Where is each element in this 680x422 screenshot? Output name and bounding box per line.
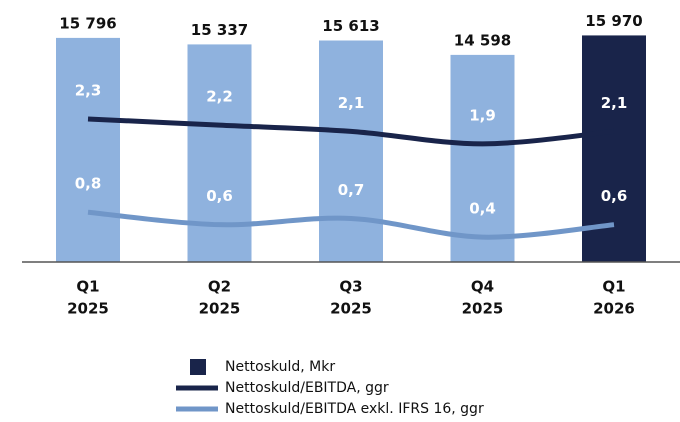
x-tick-label: Q1 xyxy=(602,278,625,296)
line-value-label: 2,3 xyxy=(75,81,102,99)
x-tick-label: 2025 xyxy=(67,300,109,318)
line-value-label: 1,9 xyxy=(469,106,496,124)
line xyxy=(87,209,615,240)
line-value-label: 0,6 xyxy=(206,187,233,205)
bar xyxy=(187,44,252,262)
bar xyxy=(56,37,120,262)
line-value-label: 2,2 xyxy=(206,88,233,106)
x-tick-label: 2025 xyxy=(199,300,241,318)
bar-value-label: 15 796 xyxy=(59,14,116,32)
bar-value-label: 14 598 xyxy=(454,31,511,49)
bar-value-label: 15 337 xyxy=(191,21,248,39)
x-tick-label: 2025 xyxy=(330,300,372,318)
line-value-label: 2,1 xyxy=(338,94,365,112)
line-value-label: 0,4 xyxy=(469,200,496,218)
bar xyxy=(582,35,646,262)
bar xyxy=(319,40,383,262)
legend-label: Nettoskuld/EBITDA, ggr xyxy=(225,380,389,396)
x-tick-label: Q1 xyxy=(76,278,99,296)
bar-value-label: 15 613 xyxy=(322,17,379,35)
line-value-label: 0,8 xyxy=(75,175,102,193)
x-tick-label: 2026 xyxy=(593,300,635,318)
x-tick-label: Q4 xyxy=(471,278,494,296)
x-tick-label: Q3 xyxy=(339,278,362,296)
legend-label: Nettoskuld, Mkr xyxy=(225,359,335,375)
line-value-label: 2,1 xyxy=(601,94,628,112)
line-value-label: 0,6 xyxy=(601,187,628,205)
x-tick-label: 2025 xyxy=(462,300,504,318)
x-tick-label: Q2 xyxy=(208,278,231,296)
bar-value-label: 15 970 xyxy=(585,12,642,30)
legend-label: Nettoskuld/EBITDA exkl. IFRS 16, ggr xyxy=(225,401,484,417)
bar xyxy=(450,54,515,263)
line xyxy=(87,116,615,147)
legend-swatch xyxy=(190,359,206,375)
line-value-label: 0,7 xyxy=(338,181,365,199)
